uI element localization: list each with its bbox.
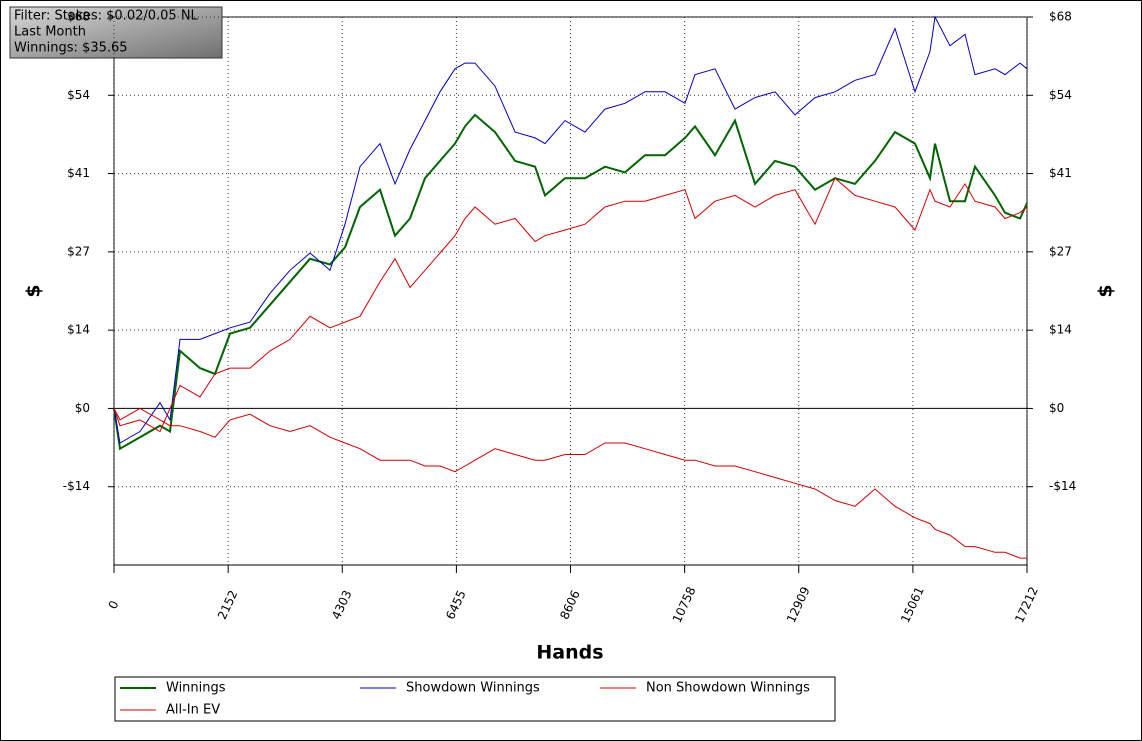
series-line — [113, 113, 1028, 451]
info-text: Filter: Stakes: $0.02/0.05 NL — [14, 9, 199, 24]
legend-label: Non Showdown Winnings — [646, 681, 810, 696]
legend-box — [114, 676, 836, 722]
y2-tick-label: -$14 — [1049, 479, 1076, 493]
series-line — [113, 407, 1027, 559]
legend-label: Showdown Winnings — [406, 681, 540, 696]
y2-tick-label: $41 — [1049, 166, 1072, 180]
series-line — [113, 15, 1028, 444]
plot-area — [113, 16, 1028, 566]
y-tick-label: $41 — [67, 166, 90, 180]
info-text: Last Month — [14, 25, 86, 40]
y-tick-label: -$14 — [63, 479, 90, 493]
y2-tick-label: $14 — [1049, 323, 1072, 337]
y2-tick-label: $27 — [1049, 244, 1072, 258]
series-line — [113, 177, 1028, 433]
info-box-bg — [9, 6, 223, 59]
y-tick-label: $54 — [67, 88, 90, 102]
x-axis-title: Hands — [536, 642, 603, 664]
y-tick-label: $68 — [67, 10, 90, 24]
legend-label: All-In EV — [166, 703, 220, 718]
info-text: Winnings: $35.65 — [14, 41, 128, 56]
y-tick-label: $0 — [75, 401, 90, 415]
y-tick-label: $14 — [67, 323, 90, 337]
y2-tick-label: $68 — [1049, 10, 1072, 24]
y2-axis-title: $ — [1095, 284, 1117, 297]
y2-tick-label: $0 — [1049, 401, 1064, 415]
y-tick-label: $27 — [67, 244, 90, 258]
y-axis-title: $ — [23, 284, 45, 297]
y2-tick-label: $54 — [1049, 88, 1072, 102]
legend-label: Winnings — [166, 681, 226, 696]
